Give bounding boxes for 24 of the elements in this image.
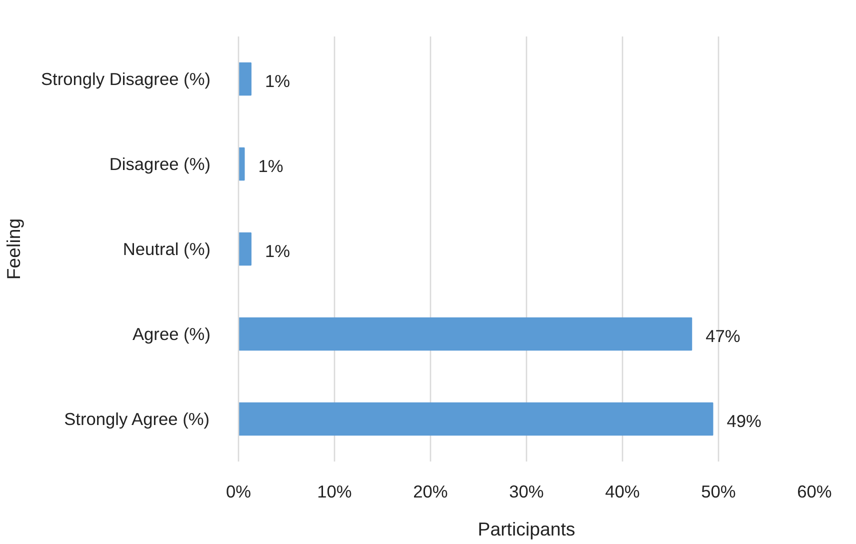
x-tick-label: 10% [317, 482, 352, 502]
data-label: 47% [706, 326, 740, 346]
y-tick-label: Agree (%) [132, 324, 211, 344]
bar [238, 62, 252, 96]
y-tick-label: Strongly Agree (%) [64, 409, 210, 429]
y-tick-label: Disagree (%) [109, 154, 210, 174]
data-label: 1% [264, 241, 290, 261]
bar [238, 147, 245, 181]
x-tick-label: 40% [605, 482, 640, 502]
x-axis-title: Participants [478, 518, 576, 540]
data-label: 1% [258, 156, 284, 176]
x-tick-label: 20% [413, 482, 448, 502]
y-axis-title: Feeling [3, 218, 24, 280]
bar [238, 232, 252, 266]
bar [238, 402, 714, 436]
y-tick-label: Neutral (%) [122, 239, 211, 259]
bar [238, 317, 692, 351]
data-label: 49% [726, 411, 762, 431]
data-label: 1% [264, 71, 290, 91]
x-tick-label: 50% [701, 482, 736, 502]
y-tick-label: Strongly Disagree (%) [41, 69, 211, 89]
x-tick-label: 0% [226, 482, 252, 502]
x-tick-label: 30% [509, 482, 544, 502]
x-tick-label: 60% [797, 482, 832, 502]
